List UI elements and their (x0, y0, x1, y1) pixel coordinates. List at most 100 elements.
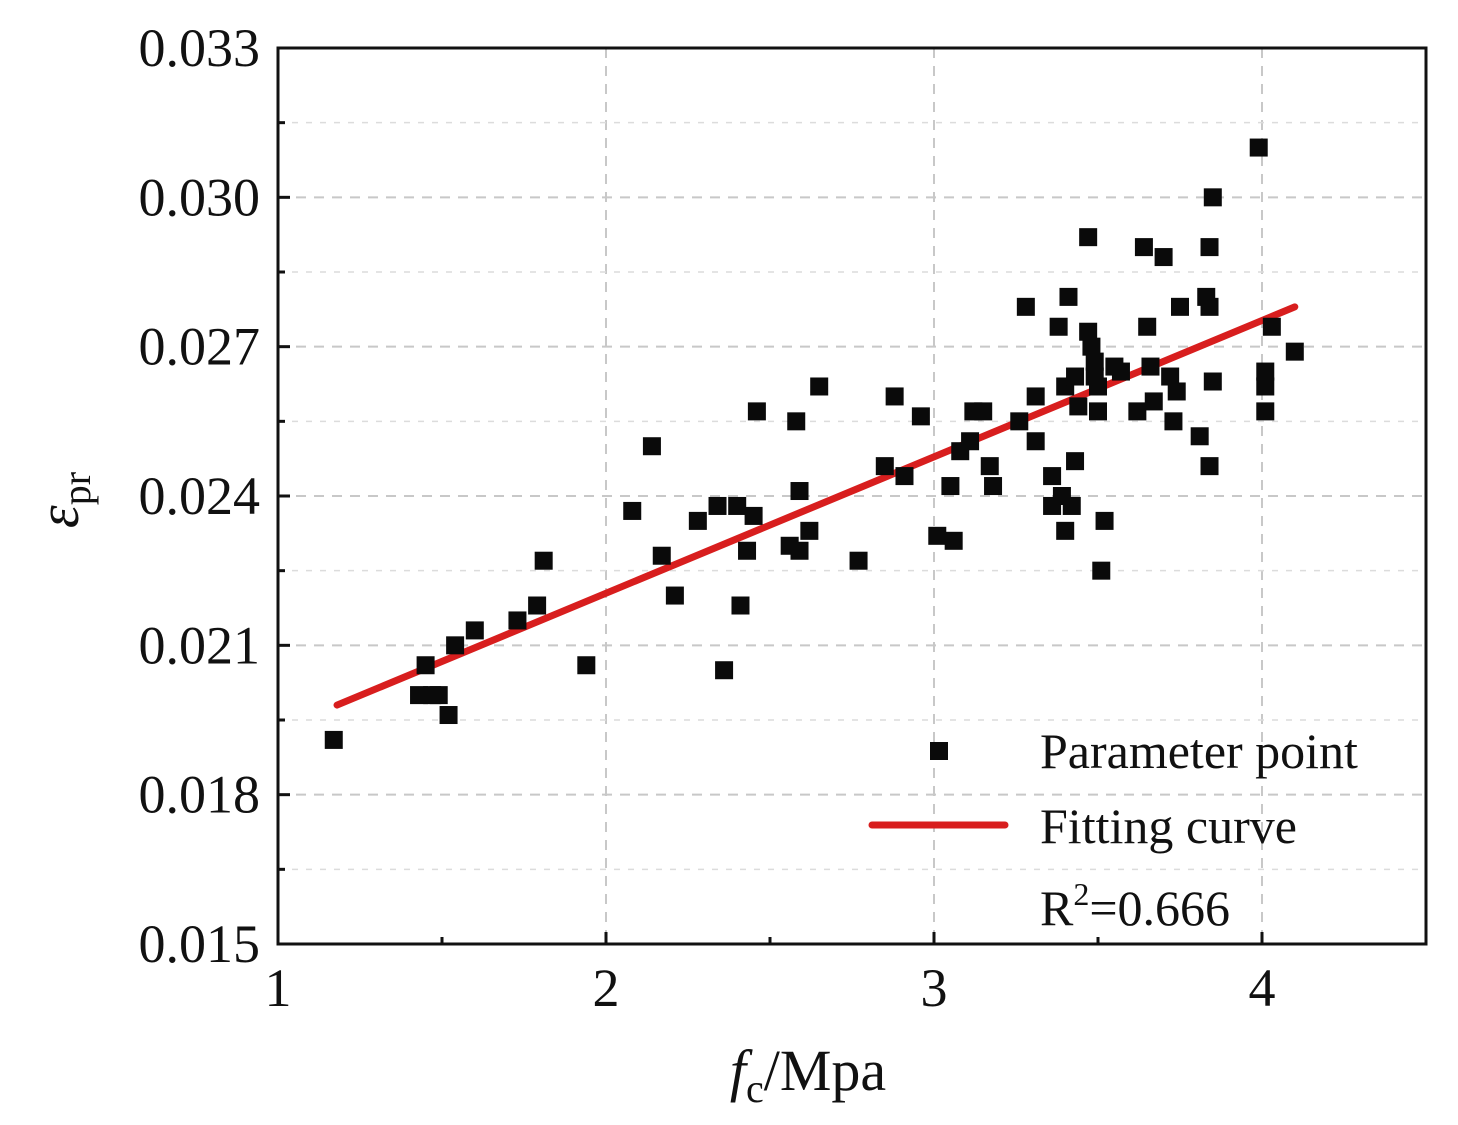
data-point (652, 546, 671, 565)
data-point (429, 686, 448, 705)
data-point (810, 377, 829, 396)
data-point (1256, 362, 1275, 381)
y-axis-label: εpr (26, 472, 99, 528)
data-point (665, 586, 684, 605)
fitting-curve-line (333, 303, 1299, 709)
data-point (1079, 322, 1098, 341)
data-point (944, 531, 963, 550)
data-point (465, 621, 484, 640)
y-tick-label: 0.021 (139, 615, 261, 675)
data-point (885, 387, 904, 406)
data-point (1200, 238, 1219, 257)
data-point (738, 541, 757, 560)
data-point (534, 551, 553, 570)
data-point (1095, 511, 1114, 530)
data-point (1200, 297, 1219, 316)
x-axis-label-unit: /Mpa (764, 1038, 886, 1103)
data-point (508, 611, 527, 630)
data-point (790, 541, 809, 560)
data-point (1079, 228, 1098, 247)
data-point (1026, 387, 1045, 406)
y-axis-label-subscript: pr (54, 472, 99, 505)
data-point (849, 551, 868, 570)
data-point (715, 661, 734, 680)
data-point (875, 457, 894, 476)
data-point (1256, 377, 1275, 396)
r-squared-value: =0.666 (1089, 880, 1230, 936)
data-point (1285, 342, 1304, 361)
data-point (928, 526, 947, 545)
r-squared-prefix: R (1040, 880, 1074, 936)
data-point (1190, 427, 1209, 446)
data-point (1010, 412, 1029, 431)
data-point (787, 412, 806, 431)
data-point (1026, 432, 1045, 451)
data-point (980, 457, 999, 476)
r-squared-superscript: 2 (1073, 876, 1089, 912)
data-point (1138, 317, 1157, 336)
data-point (1171, 297, 1189, 316)
y-tick-label: 0.024 (139, 466, 261, 526)
data-point (1167, 382, 1186, 401)
x-tick-label: 3 (921, 958, 948, 1018)
data-point (1056, 521, 1075, 540)
data-point (1049, 317, 1068, 336)
axis-ticks: 1 2 3 4 0.015 0.018 0.021 0.024 0.027 0.030 0.033 (139, 18, 1276, 1018)
data-point (642, 437, 661, 456)
data-point (984, 477, 1003, 496)
data-point (1249, 138, 1268, 157)
data-point (708, 496, 727, 515)
data-point (1059, 287, 1078, 306)
data-point (1203, 372, 1222, 391)
y-axis-label-symbol: ε (26, 505, 91, 528)
data-point (1154, 248, 1173, 267)
data-point (974, 402, 993, 421)
data-point (324, 730, 343, 749)
data-point (800, 521, 819, 540)
data-point (1043, 467, 1062, 486)
data-point (1082, 337, 1101, 356)
data-point (416, 656, 435, 675)
y-tick-label: 0.033 (139, 18, 261, 78)
data-point (1089, 402, 1107, 421)
data-point (895, 467, 914, 486)
data-point (528, 596, 547, 615)
data-point (1128, 402, 1147, 421)
data-point (744, 506, 763, 525)
data-point (446, 636, 465, 655)
data-point (1085, 352, 1104, 371)
data-point (790, 482, 809, 501)
data-point (623, 501, 642, 520)
data-point (1066, 367, 1085, 386)
data-point (1141, 357, 1160, 376)
data-point (1262, 317, 1281, 336)
data-point (1066, 452, 1085, 471)
legend-label-fit: Fitting curve (1040, 798, 1297, 854)
x-tick-label: 2 (593, 958, 620, 1018)
data-point (961, 432, 980, 451)
data-point (1016, 297, 1035, 316)
y-tick-label: 0.015 (139, 914, 261, 974)
fit-layer (333, 303, 1299, 709)
x-tick-label: 4 (1249, 958, 1276, 1018)
data-point (439, 706, 458, 725)
x-axis-label: fc/Mpa (730, 1038, 886, 1111)
data-point (1062, 496, 1081, 515)
data-point (728, 496, 747, 515)
data-point (1256, 402, 1275, 421)
data-point (911, 407, 930, 426)
data-point (1089, 377, 1107, 396)
data-point (1092, 561, 1111, 580)
data-point (1164, 412, 1183, 431)
legend-marker-square (930, 742, 948, 760)
x-tick-label: 1 (265, 958, 292, 1018)
data-point (1200, 457, 1219, 476)
legend-r-squared: R2=0.666 (1040, 876, 1230, 936)
data-point (1203, 188, 1222, 207)
legend: Parameter point Fitting curve R2=0.666 (868, 723, 1358, 936)
y-tick-label: 0.030 (139, 167, 261, 227)
data-point (1069, 397, 1088, 416)
y-tick-label: 0.027 (139, 317, 261, 377)
data-point (688, 511, 707, 530)
